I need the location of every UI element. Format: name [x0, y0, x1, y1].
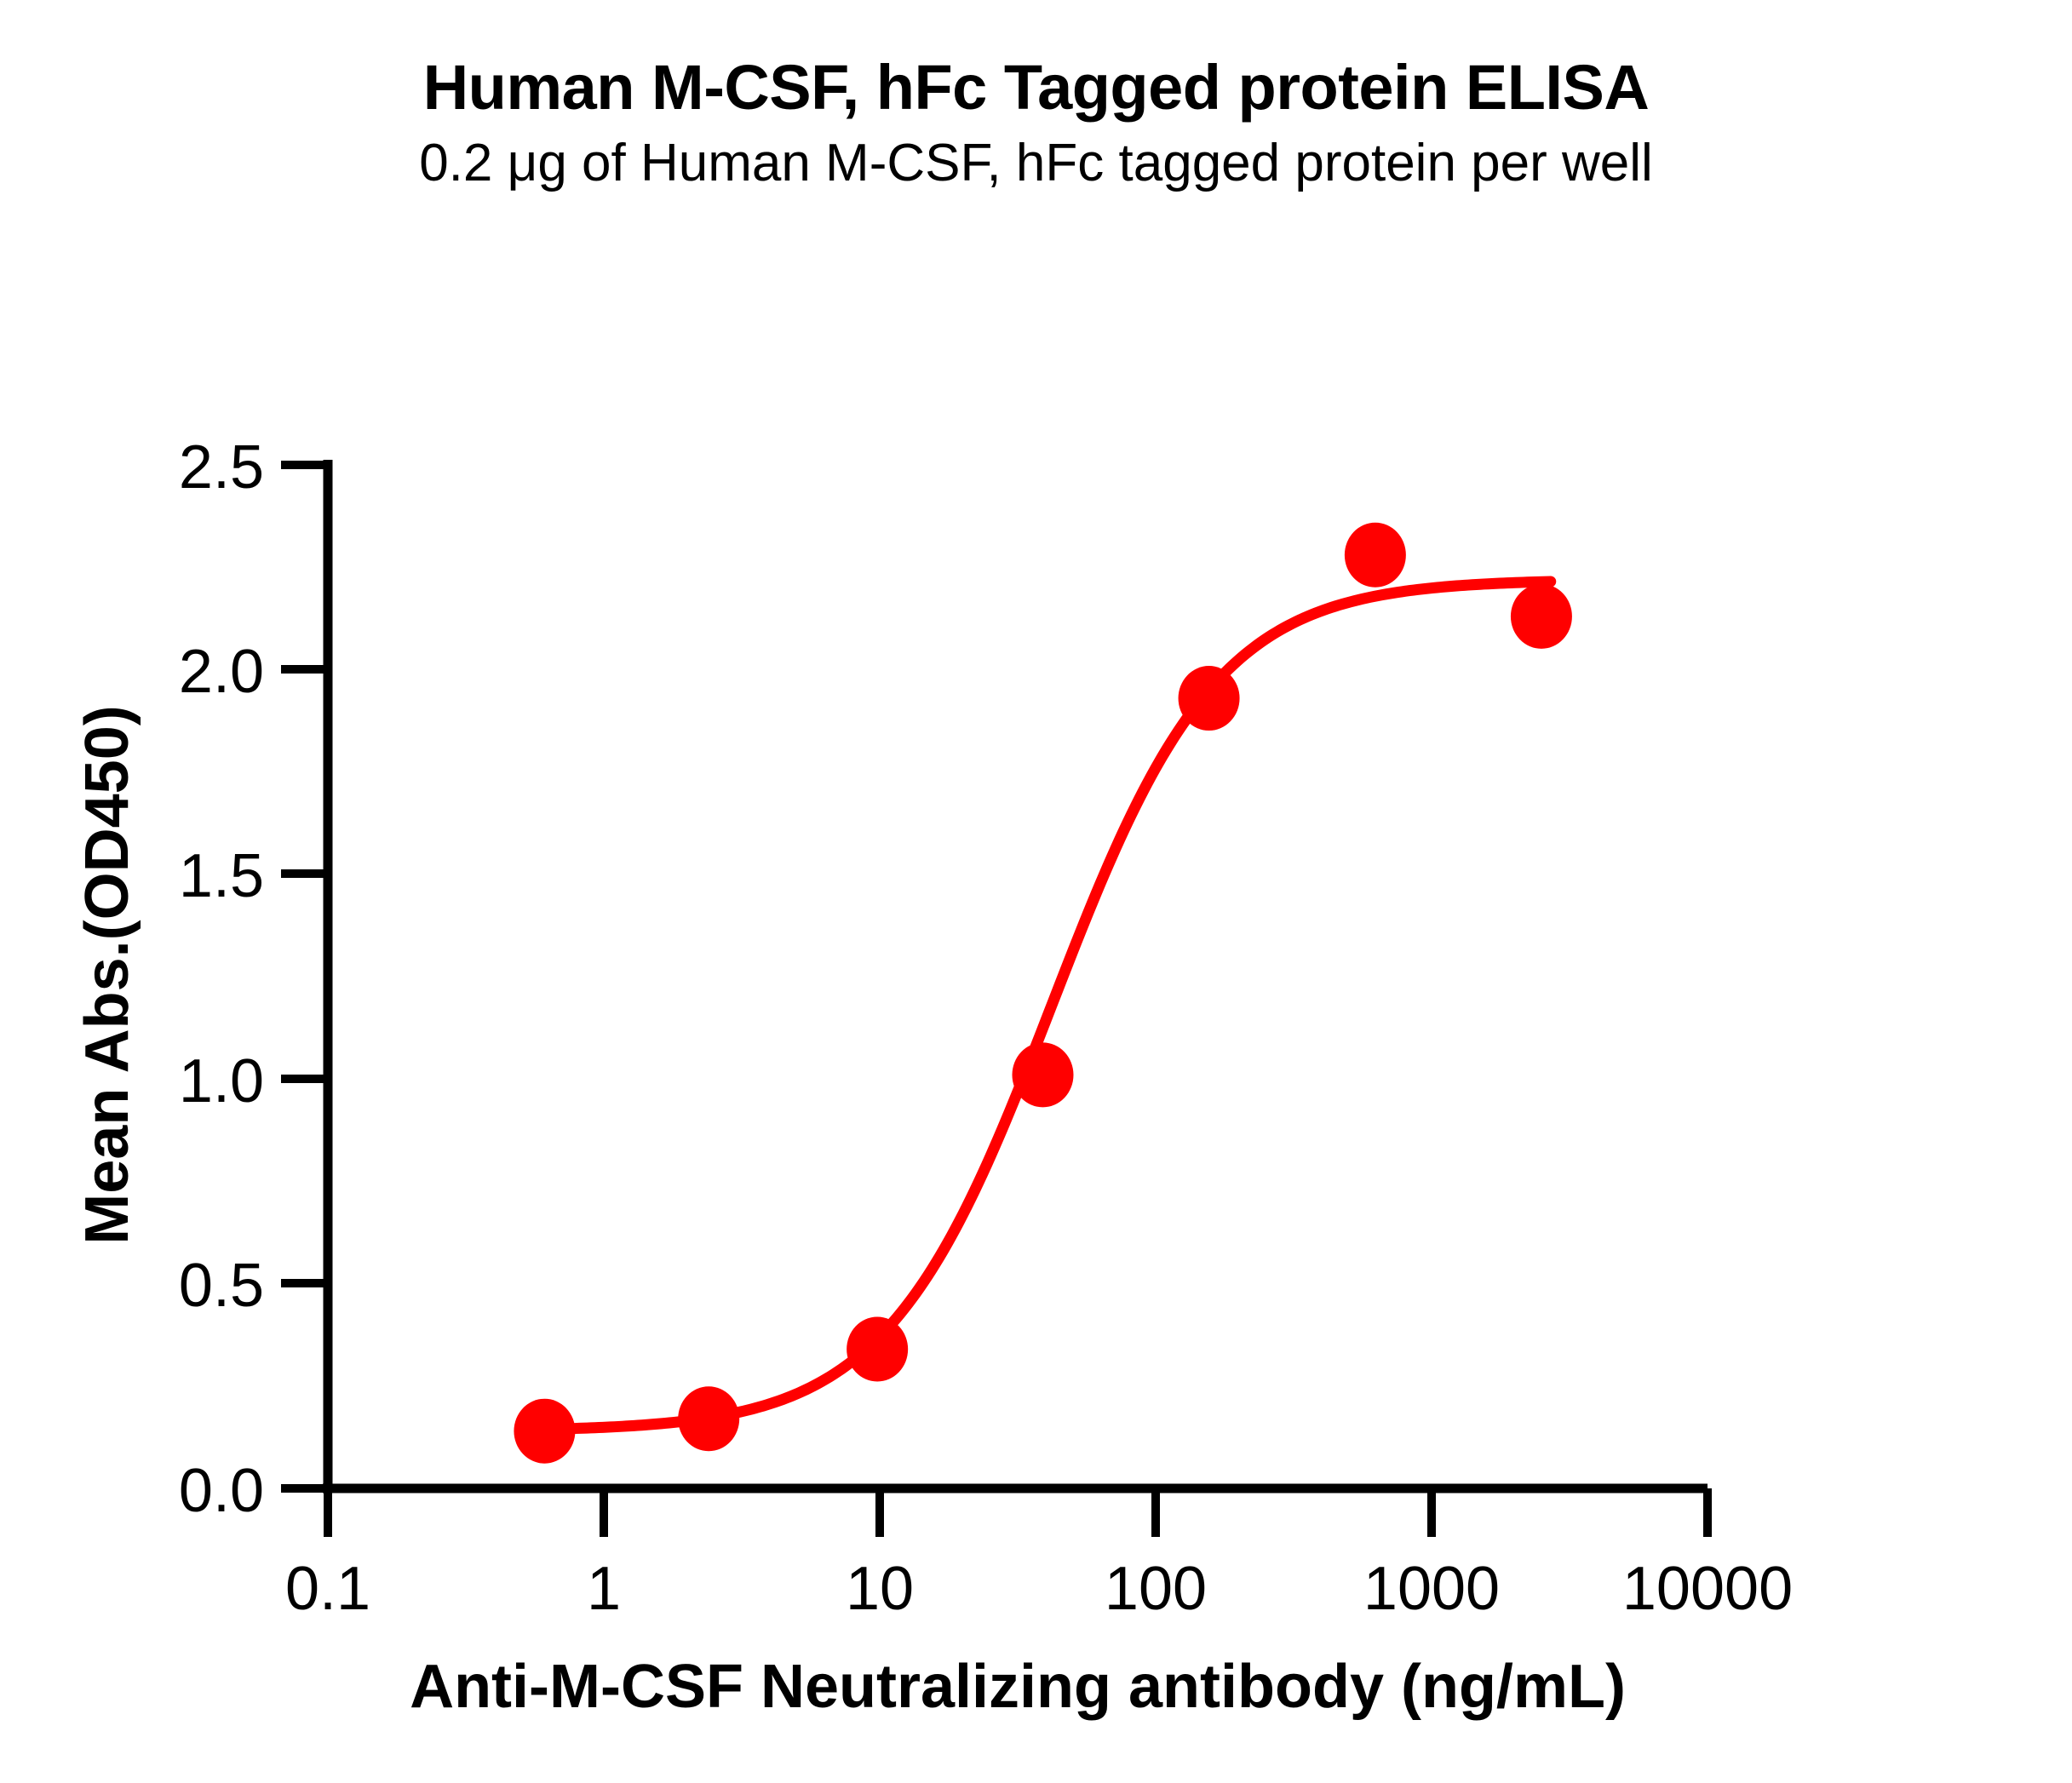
x-axis-title: Anti-M-CSF Neutralizing antibody (ng/mL) — [410, 1653, 1626, 1721]
data-points — [514, 522, 1572, 1464]
y-tick-label-2: 1.0 — [179, 1047, 264, 1115]
y-tick-label-1: 0.5 — [179, 1252, 264, 1320]
x-tick-label-2: 10 — [846, 1555, 914, 1623]
x-axis-ticks — [324, 1488, 1712, 1537]
chart-subtitle: 0.2 μg of Human M-CSF, hFc tagged protei… — [419, 134, 1653, 192]
data-point — [514, 1398, 576, 1464]
x-axis-tick-labels: 0.1 1 10 100 1000 10000 — [285, 1555, 1793, 1623]
y-axis-tick-labels: 2.5 2.0 1.5 1.0 0.5 0.0 — [179, 433, 264, 1525]
data-point — [678, 1386, 740, 1452]
x-tick-label-5: 10000 — [1622, 1555, 1793, 1623]
y-tick-label-5: 2.5 — [179, 433, 264, 502]
x-tick-label-4: 1000 — [1363, 1555, 1500, 1623]
y-tick-label-0: 0.0 — [179, 1457, 264, 1525]
chart-title: Human M-CSF, hFc Tagged protein ELISA — [422, 52, 1650, 123]
data-point — [1012, 1042, 1074, 1108]
data-point — [1510, 583, 1572, 649]
data-point — [1178, 666, 1240, 731]
x-tick-label-0: 0.1 — [285, 1555, 370, 1623]
x-tick-label-1: 1 — [587, 1555, 621, 1623]
data-point — [1344, 522, 1406, 588]
x-tick-label-3: 100 — [1105, 1555, 1207, 1623]
data-point — [847, 1316, 909, 1382]
y-tick-label-4: 2.0 — [179, 638, 264, 706]
y-axis-ticks — [281, 461, 328, 1493]
y-tick-label-3: 1.5 — [179, 842, 264, 910]
y-axis-title: Mean Abs.(OD450) — [73, 705, 141, 1244]
fit-curve — [526, 576, 1557, 1436]
chart-header: Human M-CSF, hFc Tagged protein ELISA 0.… — [0, 51, 2072, 196]
